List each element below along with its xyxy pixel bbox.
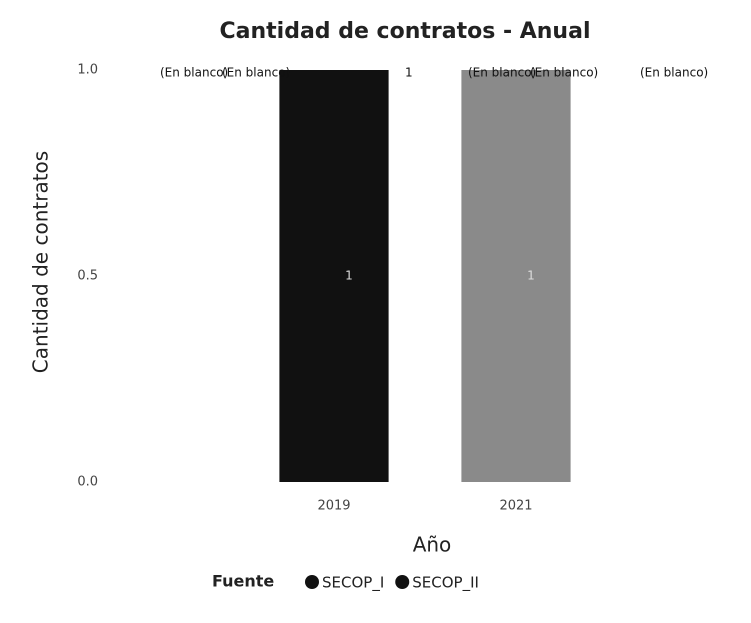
y-tick-label: 1.0 — [77, 63, 98, 78]
legend-marker — [395, 575, 410, 589]
legend-label: SECOP_I — [322, 574, 384, 593]
x-axis-label: Año — [413, 533, 452, 557]
bar — [279, 70, 389, 482]
legend-title: Fuente — [212, 572, 274, 591]
annotation: (En blanco) — [640, 66, 708, 80]
annotation: (En blanco) — [530, 66, 598, 80]
chart-title: Cantidad de contratos - Anual — [220, 19, 591, 44]
y-axis-label: Cantidad de contratos — [29, 151, 53, 373]
annotation: (En blanco) — [468, 66, 536, 80]
y-tick-label: 0.5 — [77, 269, 98, 284]
annotation: 1 — [405, 66, 413, 80]
bar — [461, 70, 571, 482]
y-tick-label: 0.0 — [77, 475, 98, 490]
annotation: (En blanco) — [222, 66, 290, 80]
legend-label: SECOP_II — [412, 574, 479, 593]
x-tick-label: 2021 — [499, 499, 532, 514]
x-tick-label: 2019 — [317, 499, 350, 514]
data-label: 1 — [345, 269, 353, 283]
data-label: 1 — [527, 269, 535, 283]
annotation: (En blanco) — [160, 66, 228, 80]
legend-marker — [305, 575, 319, 589]
